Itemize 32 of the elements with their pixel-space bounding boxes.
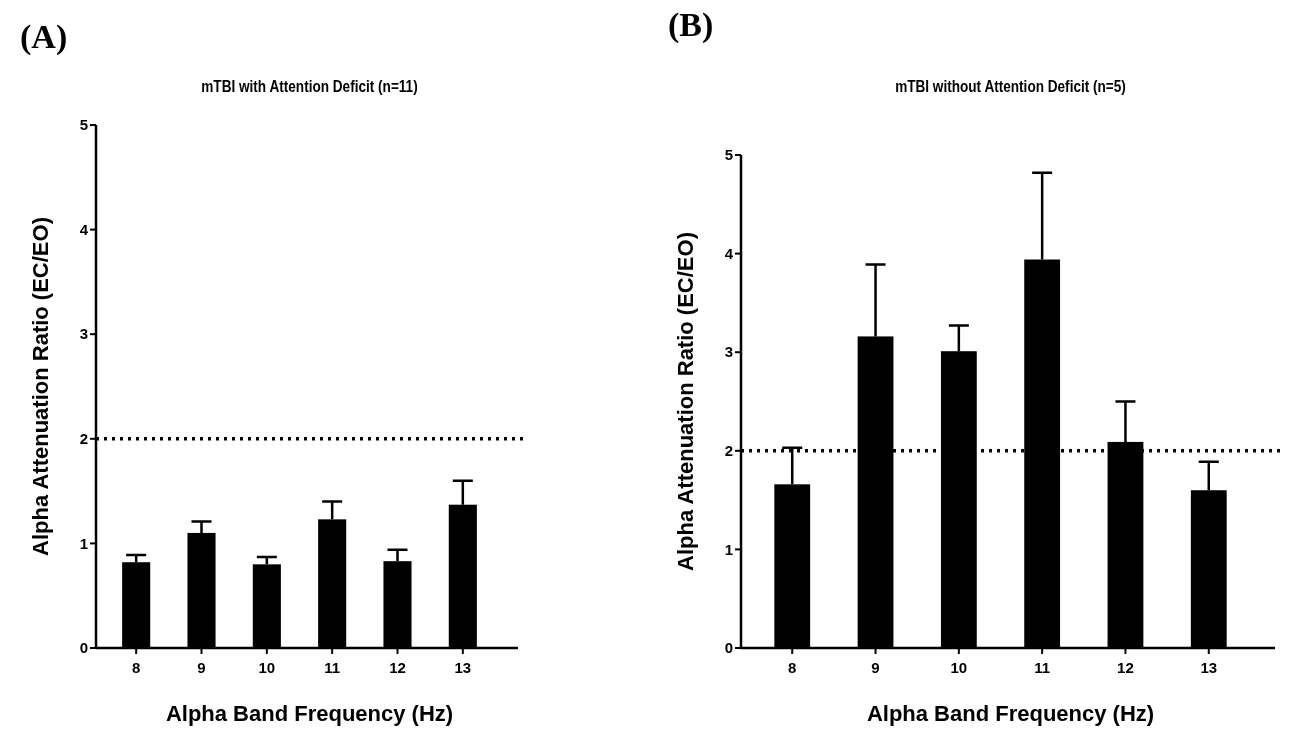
chart-title: mTBI with Attention Deficit (n=11) xyxy=(201,77,418,96)
y-tick-label: 0 xyxy=(724,639,733,657)
x-tick-label: 11 xyxy=(1034,659,1051,676)
y-tick-label: 0 xyxy=(79,639,88,657)
y-tick-label: 5 xyxy=(79,116,88,134)
y-tick-label: 4 xyxy=(724,244,734,262)
x-tick-label: 10 xyxy=(950,659,968,676)
x-tick-label: 10 xyxy=(258,659,276,676)
x-tick-label: 12 xyxy=(1117,659,1134,676)
x-tick-label: 9 xyxy=(197,659,206,676)
x-tick-label: 8 xyxy=(132,659,141,676)
text: (B) xyxy=(668,6,714,44)
x-tick-label: 11 xyxy=(324,659,341,676)
y-tick-label: 3 xyxy=(79,325,88,343)
y-tick-label: 2 xyxy=(79,430,88,448)
y-axis-title: Alpha Attenuation Ratio (EC/EO) xyxy=(672,232,698,571)
y-tick-label: 4 xyxy=(79,220,89,238)
y-tick-label: 5 xyxy=(724,146,733,164)
x-axis-title: Alpha Band Frequency (Hz) xyxy=(165,701,454,726)
x-tick-label: 12 xyxy=(389,659,406,676)
x-tick-label: 8 xyxy=(788,659,797,676)
x-tick-label: 9 xyxy=(871,659,880,676)
x-tick-label: 13 xyxy=(454,659,472,676)
y-axis-title: Alpha Attenuation Ratio (EC/EO) xyxy=(27,217,53,556)
y-tick-label: 3 xyxy=(724,343,733,361)
x-axis-title: Alpha Band Frequency (Hz) xyxy=(866,701,1155,726)
y-tick-label: 1 xyxy=(724,540,733,558)
y-tick-label: 2 xyxy=(724,442,733,460)
x-tick-label: 13 xyxy=(1200,659,1218,676)
chart-title: mTBI without Attention Deficit (n=5) xyxy=(895,77,1126,96)
y-tick-label: 1 xyxy=(79,534,88,552)
text: (A) xyxy=(20,18,68,56)
